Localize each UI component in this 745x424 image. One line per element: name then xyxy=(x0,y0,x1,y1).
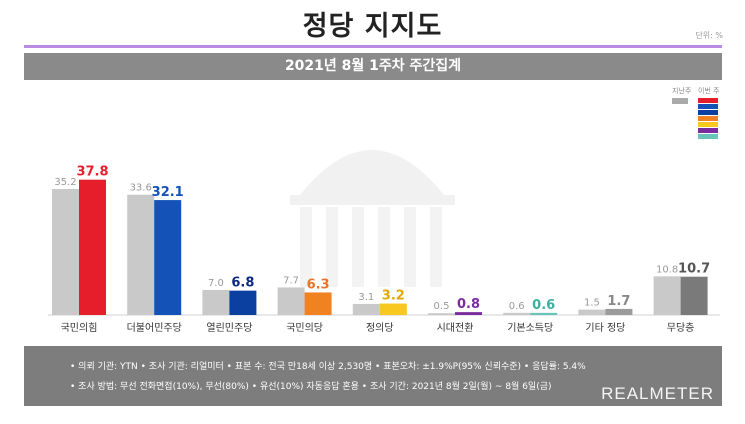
bar-prev-week xyxy=(277,287,305,315)
category-label: 더불어민주당 xyxy=(127,322,182,334)
survey-info-line-1: • 의뢰 기관: YTN • 조사 기관: 리얼미터 • 표본 수: 전국 만1… xyxy=(70,362,586,372)
bar-prev-week xyxy=(202,289,230,315)
bar-this-week xyxy=(229,290,257,315)
value-label-prev: 0.6 xyxy=(509,301,525,312)
watermark-column xyxy=(404,207,416,287)
bar-prev-week xyxy=(352,303,380,315)
bar-this-week xyxy=(455,312,482,315)
value-label-prev: 7.7 xyxy=(283,275,299,286)
legend-swatch xyxy=(698,116,718,121)
watermark-column xyxy=(300,207,312,287)
legend-swatch xyxy=(698,134,718,139)
bar-prev-week xyxy=(52,188,79,315)
value-label-current: 0.8 xyxy=(457,297,480,312)
category-label: 열린민주당 xyxy=(206,322,252,334)
bar-this-week xyxy=(379,303,407,315)
watermark-roof xyxy=(290,195,455,205)
bar-this-week xyxy=(530,312,558,315)
legend-swatch xyxy=(698,110,718,115)
category-label: 국민의힘 xyxy=(61,322,98,334)
survey-info-line-2: • 조사 방법: 무선 전화면접(10%), 무선(80%) • 유선(10%)… xyxy=(70,382,552,392)
bar-this-week xyxy=(154,200,182,315)
value-label-current: 32.1 xyxy=(152,185,184,200)
value-label-prev: 35.2 xyxy=(54,177,76,188)
bar-prev-week xyxy=(653,276,681,315)
category-label: 시대전환 xyxy=(437,322,474,334)
legend-current-label: 이번 주 xyxy=(698,87,720,95)
watermark-column xyxy=(352,207,364,287)
bar-prev-week xyxy=(428,313,455,315)
legend-swatch xyxy=(698,128,718,133)
value-label-current: 6.3 xyxy=(307,277,330,292)
bar-this-week xyxy=(304,292,332,315)
watermark-column xyxy=(326,207,338,287)
bar-this-week xyxy=(605,308,633,315)
value-label-prev: 3.1 xyxy=(358,292,374,303)
legend-prev-swatch xyxy=(672,98,688,104)
page-title: 정당 지지도 xyxy=(302,11,443,42)
category-label: 정의당 xyxy=(366,322,394,334)
category-label: 기본소득당 xyxy=(507,322,553,334)
category-label: 국민의당 xyxy=(286,322,323,334)
title-divider xyxy=(24,45,722,48)
bar-prev-week xyxy=(503,312,531,315)
chart-legend: 지난주 이번 주 xyxy=(672,86,722,156)
value-label-prev: 33.6 xyxy=(130,183,152,194)
survey-info-box: • 의뢰 기관: YTN • 조사 기관: 리얼미터 • 표본 수: 전국 만1… xyxy=(24,346,722,406)
value-label-current: 0.6 xyxy=(532,298,555,313)
value-label-current: 3.2 xyxy=(382,289,405,304)
unit-label: 단위: % xyxy=(695,31,723,40)
category-label: 기타 정당 xyxy=(585,322,625,334)
value-label-prev: 10.8 xyxy=(656,264,678,275)
period-banner: 2021년 8월 1주차 주간집계 xyxy=(24,53,722,80)
bar-prev-week xyxy=(127,194,155,315)
legend-swatch xyxy=(698,122,718,127)
legend-swatch xyxy=(698,98,718,103)
legend-prev-label: 지난주 xyxy=(672,87,692,95)
value-label-prev: 1.5 xyxy=(584,298,600,309)
bar-this-week xyxy=(79,179,106,315)
bar-this-week xyxy=(680,276,708,315)
value-label-prev: 0.5 xyxy=(434,301,450,312)
watermark-dome xyxy=(300,150,444,195)
bar-chart: 35.237.8 국민의힘 33.6 32.1 더불어민주당 7.0 6.8 열린민주당 7.7… xyxy=(48,150,720,334)
category-label: 무당층 xyxy=(667,322,695,334)
watermark-column xyxy=(430,207,442,287)
value-label-prev: 7.0 xyxy=(208,278,224,289)
value-label-current: 37.8 xyxy=(76,165,108,180)
value-label-current: 10.7 xyxy=(678,262,710,277)
legend-swatch xyxy=(698,104,718,109)
realmeter-logo: REALMETER xyxy=(601,384,714,403)
value-label-current: 6.8 xyxy=(231,276,254,291)
value-label-current: 1.7 xyxy=(607,294,630,309)
watermark-column xyxy=(378,207,390,287)
bar-prev-week xyxy=(578,309,606,315)
